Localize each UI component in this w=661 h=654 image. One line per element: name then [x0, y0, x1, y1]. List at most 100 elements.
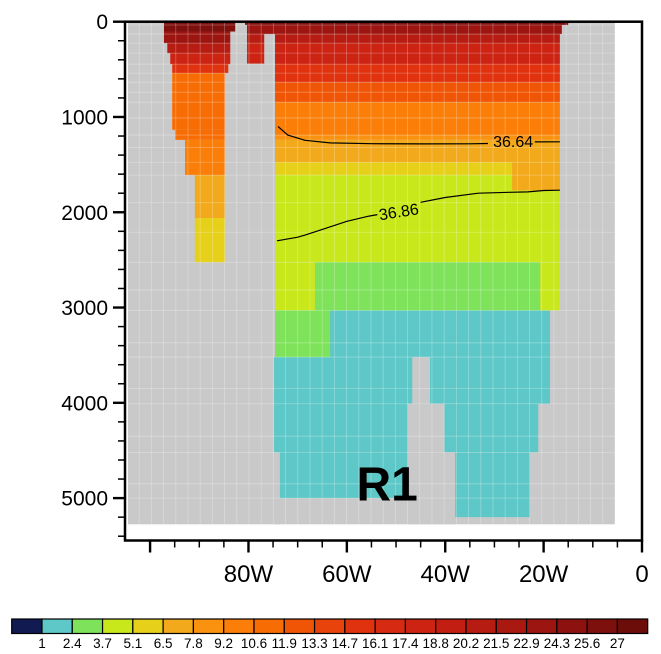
colorbar-tick-label: 2.4 [63, 636, 82, 651]
heatmap-cell [246, 34, 265, 44]
colorbar-tick-label: 7.8 [184, 636, 203, 651]
ridge-mask [412, 357, 430, 404]
heatmap-cell [275, 162, 560, 176]
heatmap-cell [163, 21, 236, 32]
colorbar-tick-label: 6.5 [154, 636, 173, 651]
heatmap-cell [172, 64, 229, 74]
colorbar-tick-label: 27 [610, 636, 625, 651]
colorbar-tick-label: 1 [38, 636, 46, 651]
heatmap-cells [163, 21, 569, 525]
heatmap-cell [275, 310, 331, 358]
colorbar-tick-label: 16.1 [362, 636, 388, 651]
region-label: R1 [357, 458, 418, 511]
colorbar-tick-label: 25.6 [574, 636, 600, 651]
heatmap-cell [444, 403, 539, 453]
colorbar-box [556, 618, 588, 635]
y-tick-label: 1000 [61, 106, 108, 129]
contour-line [277, 126, 489, 145]
colorbar-tick-label: 21.5 [483, 636, 509, 651]
colorbar-tick-label: 5.1 [123, 636, 142, 651]
colorbar-box [71, 618, 104, 635]
heatmap-cell [275, 135, 560, 140]
colorbar-box [495, 618, 528, 635]
heatmap-cell [275, 43, 560, 65]
colorbar-box [525, 618, 558, 635]
heatmap-cell [455, 452, 530, 518]
heatmap-cell [167, 43, 231, 54]
heatmap-cell [245, 21, 569, 26]
colorbar-tick-label: 24.3 [544, 636, 570, 651]
heatmap-cell [163, 31, 231, 44]
contour-line [276, 214, 378, 242]
colorbar-box [162, 618, 195, 635]
colorbar-box [465, 618, 497, 635]
heatmap-cell [275, 64, 560, 83]
heatmap-cell [246, 25, 562, 35]
heatmap-cell [185, 139, 225, 176]
contour-label: 36.64 [493, 134, 533, 151]
contour-label: 36.86 [378, 201, 420, 224]
y-axis: 0 1000 2000 3000 4000 5000 [61, 11, 125, 537]
colorbar-tick-label: 9.2 [214, 636, 233, 651]
heatmap-cell [275, 34, 560, 44]
heatmap-cell [540, 262, 560, 311]
heatmap-cell [275, 102, 560, 136]
colorbar-box [616, 618, 649, 635]
x-tick-label: 0 [635, 561, 648, 588]
heatmap-cell [512, 162, 560, 191]
heatmap-cell [246, 43, 265, 64]
colorbar-box [374, 618, 407, 635]
colorbar-box [404, 618, 437, 635]
grid-lines [127, 21, 616, 525]
y-tick-label: 5000 [61, 488, 108, 511]
ridge-mask [407, 403, 445, 453]
x-tick-label: 40W [421, 561, 471, 588]
contour-line [420, 189, 560, 203]
colorbar-tick-label: 22.9 [513, 636, 539, 651]
colorbar-tick-label: 20.2 [453, 636, 479, 651]
heatmap-cell [275, 139, 560, 163]
heatmap-cell [314, 262, 541, 311]
plot-frame [123, 20, 644, 542]
colorbar-box [313, 618, 346, 635]
y-tick-label: 0 [96, 11, 108, 34]
colorbar-box [132, 618, 164, 635]
x-tick-label: 80W [224, 561, 274, 588]
x-tick-label: 20W [519, 561, 569, 588]
y-tick-label: 2000 [61, 202, 108, 225]
x-axis: 80W 60W 40W 20W 0 [148, 540, 649, 588]
colorbar-box [11, 618, 43, 635]
colorbar-tick-label: 18.8 [423, 636, 449, 651]
colorbar-tick-label: 13.3 [301, 636, 327, 651]
y-tick-label: 4000 [61, 392, 108, 415]
colorbar-box [101, 618, 134, 635]
colorbar-box [283, 618, 316, 635]
contour-lines: 36.64 36.86 [276, 126, 560, 242]
heatmap-cell [170, 53, 231, 65]
heatmap-cell [275, 82, 560, 103]
colorbar-box [344, 618, 376, 635]
heatmap-cell [172, 73, 225, 130]
y-tick-label: 3000 [61, 297, 108, 320]
colorbar-tick-label: 3.7 [93, 636, 112, 651]
colorbar-box [223, 618, 255, 635]
colorbar-tick-label: 14.7 [332, 636, 358, 651]
colorbar-tick-label: 17.4 [392, 636, 419, 651]
heatmap-cell [194, 217, 225, 263]
ridge-mask [273, 452, 280, 525]
colorbar-box [435, 618, 467, 635]
heatmap-cell [175, 129, 225, 140]
colorbar-box [192, 618, 225, 635]
colorbar-tick-label: 10.6 [241, 636, 267, 651]
x-tick-label: 60W [322, 561, 372, 588]
ridge-mask [407, 452, 456, 525]
heatmap-cell [194, 175, 225, 218]
colorbar-tick-label: 11.9 [272, 636, 297, 651]
heatmap-cell [274, 357, 408, 499]
colorbar-box [253, 618, 285, 635]
colorbar: 1 2.4 3.7 5.1 6.5 7.8 9.2 10.6 11.9 13.3 14.7 16.1 1… [11, 618, 649, 651]
colorbar-box [41, 618, 73, 635]
colorbar-box [586, 618, 619, 635]
